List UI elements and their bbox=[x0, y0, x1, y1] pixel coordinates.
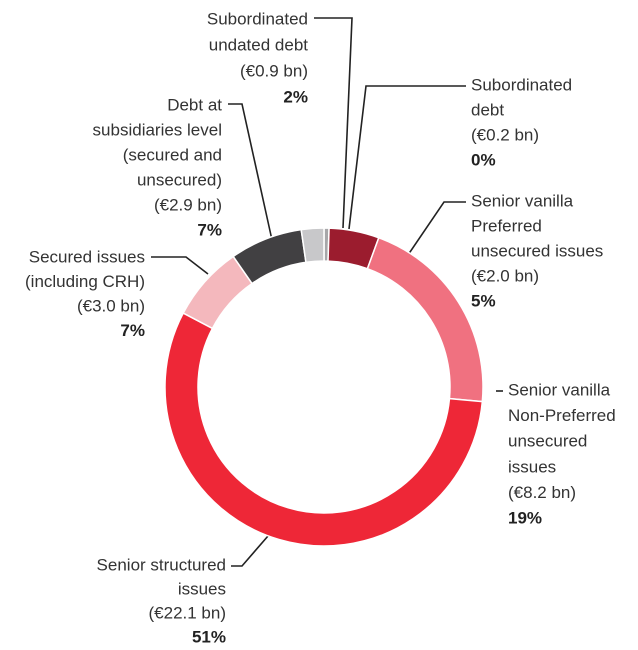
segment-label: Subordinated bbox=[471, 75, 572, 94]
segment-label: Non-Preferred bbox=[508, 406, 616, 425]
share-label: 19% bbox=[508, 508, 542, 527]
value-label: (€2.9 bn) bbox=[154, 195, 222, 214]
segment-label: Debt at bbox=[167, 95, 222, 114]
segment-label: subsidiaries level bbox=[93, 120, 222, 139]
segment-label: (including CRH) bbox=[25, 272, 145, 291]
connector bbox=[231, 535, 269, 567]
segment-label: Subordinated bbox=[207, 9, 308, 28]
segment-label: issues bbox=[178, 579, 226, 598]
share-label: 5% bbox=[471, 291, 496, 310]
segment-label: Senior vanilla bbox=[471, 191, 574, 210]
segment-label: unsecured) bbox=[137, 170, 222, 189]
value-label: (€3.0 bn) bbox=[77, 296, 145, 315]
share-label: 2% bbox=[283, 87, 308, 106]
segment-label: (secured and bbox=[123, 145, 222, 164]
value-label: (€2.0 bn) bbox=[471, 266, 539, 285]
segment-label: undated debt bbox=[209, 35, 309, 54]
donut-segment bbox=[164, 312, 484, 547]
connector bbox=[228, 103, 273, 241]
share-label: 51% bbox=[192, 627, 226, 646]
segment-label: Secured issues bbox=[29, 247, 145, 266]
connector bbox=[407, 201, 466, 256]
segment-label: unsecured issues bbox=[471, 241, 603, 260]
donut-segment bbox=[300, 227, 325, 264]
segment-label: unsecured bbox=[508, 432, 587, 451]
segment-label: Senior vanilla bbox=[508, 380, 611, 399]
share-label: 7% bbox=[120, 321, 145, 340]
segment-label: Preferred bbox=[471, 216, 542, 235]
share-label: 7% bbox=[197, 220, 222, 239]
connector bbox=[314, 17, 353, 229]
segment-label: debt bbox=[471, 100, 504, 119]
connectors bbox=[151, 17, 503, 567]
share-label: 0% bbox=[471, 150, 496, 169]
value-label: (€22.1 bn) bbox=[149, 603, 227, 622]
connector bbox=[348, 85, 466, 230]
value-label: (€0.9 bn) bbox=[240, 61, 308, 80]
value-label: (€8.2 bn) bbox=[508, 483, 576, 502]
segment-label: issues bbox=[508, 457, 556, 476]
connector bbox=[151, 256, 209, 275]
donut-segment bbox=[366, 236, 484, 403]
segment-label: Senior structured bbox=[97, 555, 226, 574]
value-label: (€0.2 bn) bbox=[471, 125, 539, 144]
